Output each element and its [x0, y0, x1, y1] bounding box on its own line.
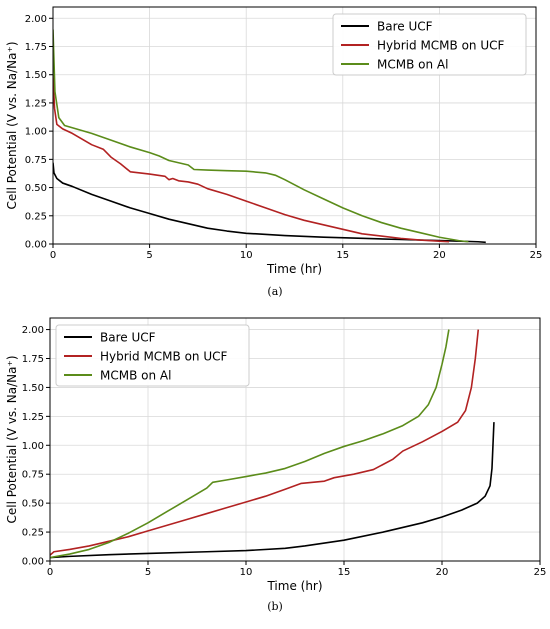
x-tick-label: 10	[240, 567, 253, 578]
y-axis-label: Cell Potential (V vs. Na/Na⁺)	[5, 41, 19, 209]
y-tick-label: 0.25	[22, 528, 44, 539]
y-tick-label: 0.00	[22, 557, 44, 568]
x-tick-label: 25	[534, 567, 547, 578]
y-tick-label: 0.50	[25, 183, 47, 194]
x-tick-label: 15	[336, 250, 349, 261]
panel-b: 0 5 10 15 20 25 0.00 0.25 0.50 0.75 1.00 1.25 1.50 1.…	[5, 317, 547, 613]
y-tick-label: 1.50	[25, 70, 47, 81]
legend: Bare UCF Hybrid MCMB on UCF MCMB on Al	[55, 324, 250, 387]
legend-box	[332, 13, 527, 76]
series-lines	[53, 29, 486, 244]
legend: Bare UCF Hybrid MCMB on UCF MCMB on Al	[332, 13, 527, 76]
panel-caption: (b)	[267, 600, 283, 613]
y-tick-label: 1.25	[22, 412, 44, 423]
y-tick-label: 0.50	[22, 499, 44, 510]
series-line-0	[50, 422, 495, 559]
y-tick-label: 1.50	[22, 383, 44, 394]
y-tick-label: 1.00	[22, 441, 44, 452]
y-tick-label: 1.00	[25, 127, 47, 138]
plot-frame	[52, 6, 537, 245]
x-tick-label: 20	[433, 250, 446, 261]
series-lines	[50, 329, 495, 559]
x-tick-label: 5	[145, 567, 151, 578]
y-tick-label: 2.00	[22, 325, 44, 336]
series-line-2	[53, 29, 469, 243]
y-tick-label: 1.75	[22, 354, 44, 365]
y-tick-label: 0.00	[25, 240, 47, 251]
x-tick-label: 0	[47, 567, 53, 578]
y-tick-label: 1.25	[25, 98, 47, 109]
x-tick-label: 20	[436, 567, 449, 578]
x-tick-label: 5	[146, 250, 152, 261]
legend-label-0: Bare UCF	[100, 331, 156, 345]
series-line-1	[50, 329, 480, 556]
x-tick-label: 10	[240, 250, 253, 261]
y-tick-label: 0.75	[25, 155, 47, 166]
series-line-2	[50, 329, 450, 559]
series-line-0	[53, 162, 486, 244]
y-tick-label: 0.25	[25, 211, 47, 222]
legend-label-1: Hybrid MCMB on UCF	[100, 350, 227, 364]
series-line-1	[53, 74, 450, 243]
legend-box	[55, 324, 250, 387]
x-tick-label: 25	[530, 250, 543, 261]
x-axis-label: Time (hr)	[266, 262, 322, 276]
panel-caption: (a)	[267, 285, 282, 298]
panel-a: 0 5 10 15 20 25 0.00 0.25 0.50 0.75 1.00 1.25 1.50 1.…	[5, 6, 543, 298]
legend-label-2: MCMB on Al	[100, 369, 171, 383]
y-axis-label: Cell Potential (V vs. Na/Na⁺)	[5, 355, 19, 523]
x-tick-label: 15	[338, 567, 351, 578]
plot-frame	[49, 317, 541, 562]
x-tick-label: 0	[50, 250, 56, 261]
legend-label-2: MCMB on Al	[377, 58, 448, 72]
legend-label-1: Hybrid MCMB on UCF	[377, 39, 504, 53]
y-tick-label: 2.00	[25, 14, 47, 25]
x-axis-label: Time (hr)	[266, 579, 322, 593]
legend-label-0: Bare UCF	[377, 20, 433, 34]
y-tick-label: 0.75	[22, 470, 44, 481]
y-tick-label: 1.75	[25, 42, 47, 53]
